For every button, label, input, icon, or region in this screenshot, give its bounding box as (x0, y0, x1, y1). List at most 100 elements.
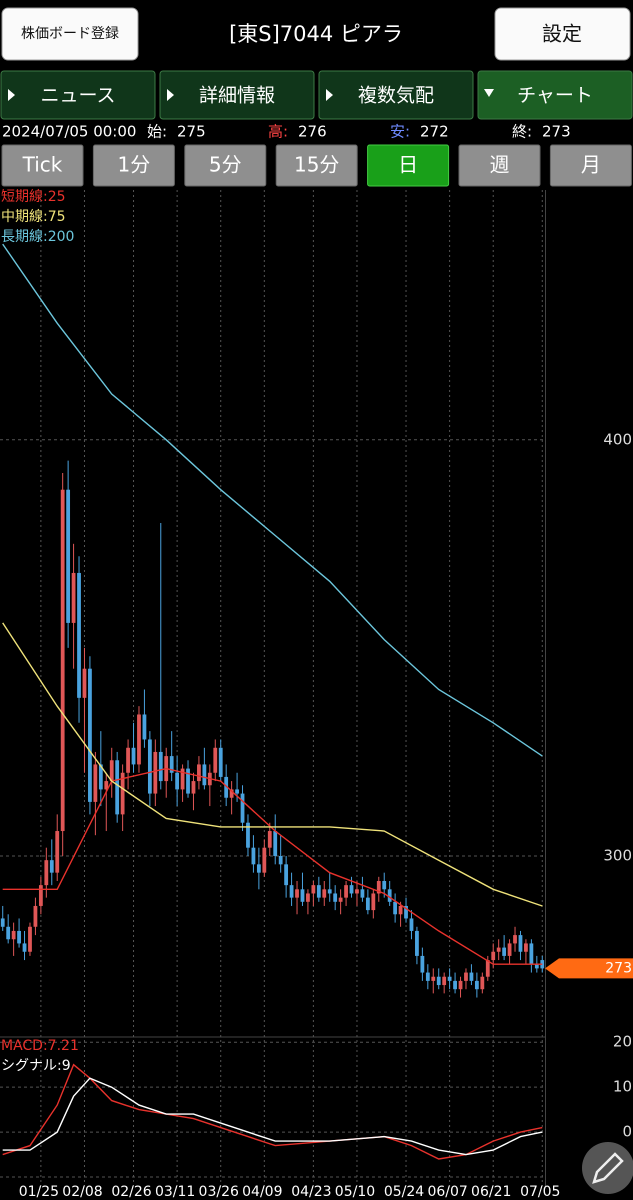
tab-arrow[interactable] (167, 89, 174, 101)
settings-button[interactable] (494, 7, 631, 61)
tab-arrow[interactable] (8, 89, 15, 101)
edit-button-bg[interactable] (582, 1142, 633, 1194)
candle-body (142, 714, 147, 740)
candle-body (485, 960, 490, 977)
candle-body (534, 964, 539, 969)
candle-body (28, 926, 32, 952)
indicator-line (2, 1077, 543, 1156)
candle-body (11, 930, 16, 940)
period-label[interactable]: 月 (581, 153, 601, 177)
edit-button[interactable] (582, 1142, 633, 1194)
board-button-label[interactable]: 株価ボード登録 (21, 26, 119, 42)
candle-body (327, 889, 332, 894)
candle-body (262, 847, 267, 873)
legend-entry: 短期線:25 (1, 189, 66, 205)
indicator-line (2, 243, 543, 757)
legend-entry: シグナル:9 (1, 1058, 71, 1074)
candle-body (153, 751, 158, 794)
candle-body (524, 943, 528, 952)
candle-body (480, 976, 485, 990)
candle-body (447, 976, 452, 981)
candle-body (93, 764, 98, 802)
candle-body (474, 980, 479, 990)
indicator-line (2, 767, 543, 965)
candle-body (33, 905, 38, 927)
tab-label[interactable]: チャート (517, 85, 593, 107)
candle-body (382, 880, 387, 890)
candle-body (169, 756, 174, 773)
period-button[interactable] (458, 144, 541, 187)
candle-body (246, 822, 250, 848)
period-buttons: Tick 1分 5分 15分 日 週 月 (1, 144, 632, 187)
period-label[interactable]: 週 (490, 153, 510, 177)
candle-body (251, 847, 256, 865)
candle-body (180, 768, 185, 790)
candle-body (77, 572, 81, 698)
candle-body (442, 976, 447, 986)
candle-body (126, 747, 130, 773)
tab-arrow[interactable] (326, 89, 333, 101)
period-label[interactable]: 日 (398, 153, 418, 177)
datetime: 2024/07/05 00:00 (2, 123, 136, 141)
page-title: [東S]7044 ピアラ (229, 22, 403, 46)
period-label[interactable]: Tick (22, 153, 63, 177)
y-tick-label: 0 (622, 1123, 632, 1141)
legend-entry: 長期線:200 (1, 229, 74, 245)
candle-body (109, 760, 114, 782)
candle-body (333, 893, 338, 902)
candle-body (38, 885, 43, 906)
tab-label[interactable]: 複数気配 (358, 85, 434, 107)
x-tick-label: 05/10 (335, 1184, 375, 1200)
tab-label[interactable]: ニュース (40, 85, 115, 107)
candle-body (235, 789, 239, 794)
price-label: 安: (390, 123, 410, 141)
candle-body (115, 760, 120, 815)
candle-body (453, 980, 457, 990)
period-button[interactable] (367, 144, 450, 187)
candle-body (137, 714, 141, 765)
candle-body (518, 935, 523, 952)
tab-arrow[interactable] (484, 89, 494, 97)
tab[interactable] (0, 70, 156, 120)
candle-body (415, 930, 419, 956)
y-tick-label: 400 (603, 430, 632, 448)
x-tick-label: 05/24 (384, 1184, 424, 1200)
candle-body (387, 889, 392, 902)
candle-body (502, 947, 507, 956)
period-button[interactable] (184, 144, 267, 187)
period-button[interactable] (549, 144, 632, 187)
price-label: 高: (268, 123, 288, 141)
tab[interactable] (159, 70, 315, 120)
candle-body (355, 889, 359, 894)
period-button[interactable] (275, 144, 358, 187)
tab-label[interactable]: 詳細情報 (199, 85, 275, 107)
candle-body (202, 764, 207, 786)
tab[interactable] (477, 70, 633, 120)
price-label: 終: (512, 123, 532, 141)
candle-body (322, 889, 327, 898)
settings-button-label[interactable]: 設定 (542, 22, 582, 46)
candle-body (404, 905, 408, 919)
candle-body (529, 943, 534, 965)
candle-body (496, 947, 501, 952)
board-button[interactable] (1, 7, 139, 61)
candle-body (398, 905, 403, 915)
price-label: 始: (147, 123, 167, 141)
candle-body (491, 951, 496, 961)
period-button[interactable] (92, 144, 175, 187)
candle-body (131, 747, 136, 765)
period-label[interactable]: 1分 (118, 153, 151, 177)
price-value: 275 (177, 123, 206, 141)
period-button[interactable] (1, 144, 84, 187)
period-label[interactable]: 5分 (209, 153, 242, 177)
candle-body (191, 781, 196, 794)
candle-body (284, 864, 289, 886)
x-tick-label: 04/23 (291, 1184, 331, 1200)
tab[interactable] (318, 70, 474, 120)
period-label[interactable]: 15分 (294, 153, 339, 177)
candle-body (344, 885, 348, 898)
edit-icon[interactable] (592, 1152, 624, 1184)
candle-body (60, 489, 65, 832)
candle-body (300, 889, 305, 902)
